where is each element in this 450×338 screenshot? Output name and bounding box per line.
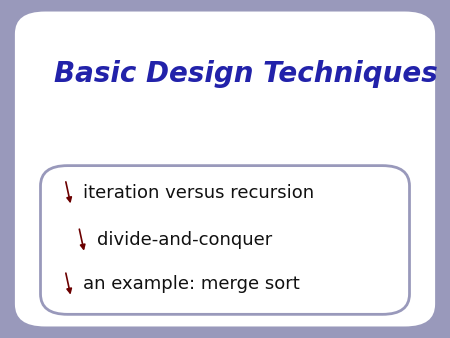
Text: iteration versus recursion: iteration versus recursion — [83, 184, 315, 202]
FancyBboxPatch shape — [40, 166, 410, 314]
Text: divide-and-conquer: divide-and-conquer — [97, 231, 272, 249]
FancyBboxPatch shape — [14, 10, 436, 328]
Text: Basic Design Techniques: Basic Design Techniques — [54, 61, 438, 88]
Text: an example: merge sort: an example: merge sort — [83, 275, 300, 293]
